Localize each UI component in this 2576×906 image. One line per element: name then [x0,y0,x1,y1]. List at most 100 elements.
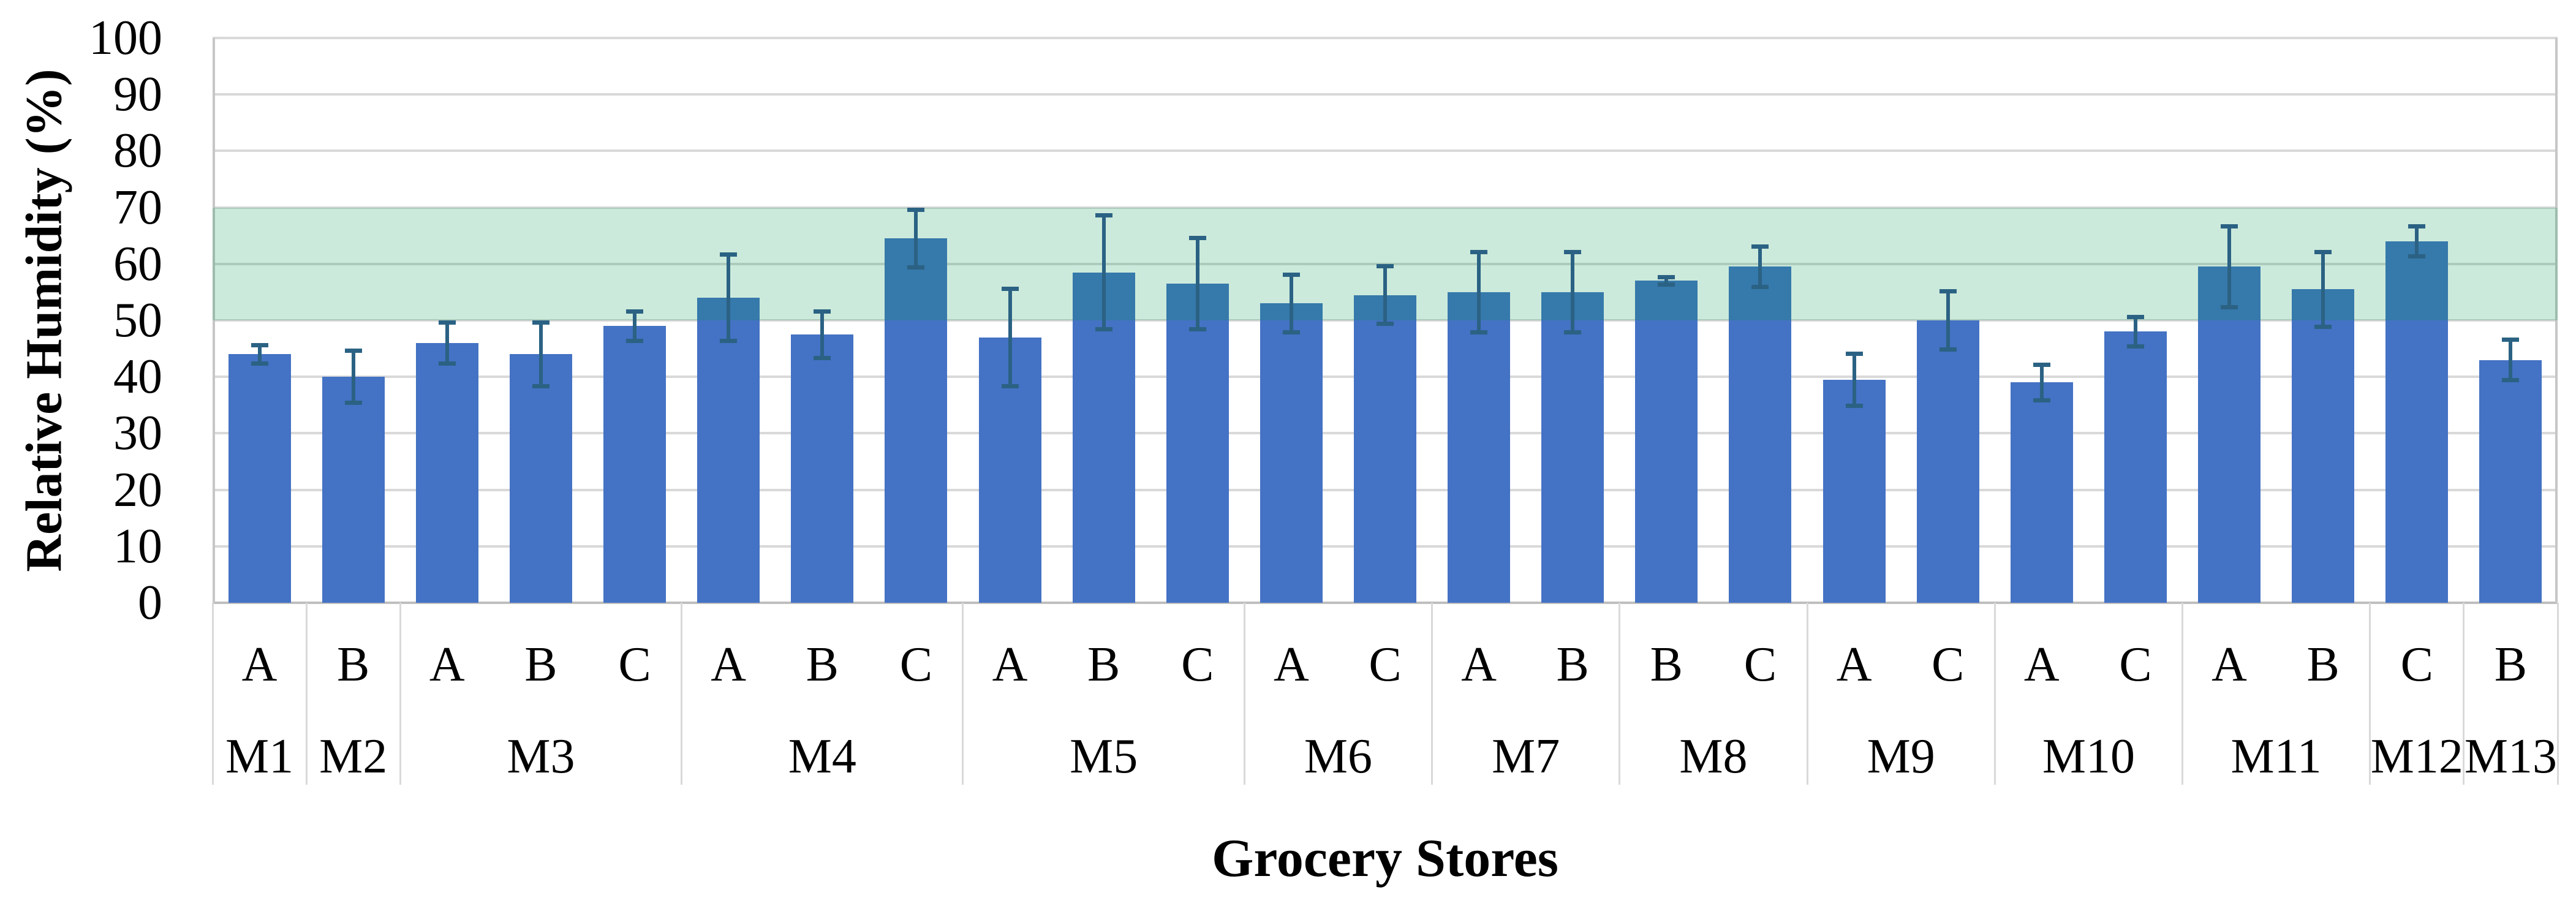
group-divider-4 [962,603,964,785]
error-bar-line [1195,235,1199,332]
error-bar-line [2227,224,2232,309]
y-tick-label-40: 40 [113,350,162,404]
bar-M4-B [791,334,854,603]
category-label-M7-B: B [1556,638,1589,692]
store-group-label-M13: M13 [2464,730,2557,783]
error-bar-bottom-cap [438,361,456,366]
error-bar-top-cap [1751,244,1769,249]
group-divider-13 [2556,603,2559,785]
error-bar-line [2509,337,2513,383]
error-bar-line [633,309,637,343]
bar-M4-A [697,298,760,603]
error-bar-M7-B [1564,249,1582,335]
category-label-M5-A: A [992,638,1028,692]
error-bar-line [1289,272,1293,335]
category-label-M11-A: A [2212,638,2247,692]
error-bar-M1-A [251,342,268,366]
store-group-label-M8: M8 [1679,730,1748,783]
category-label-M7-A: A [1461,638,1497,692]
error-bar-bottom-cap [2502,378,2520,383]
error-bar-M10-C [2126,314,2144,349]
category-label-M3-C: C [618,638,651,692]
plot-right-border [2555,38,2558,603]
error-bar-M11-B [2314,249,2332,329]
error-bar-top-cap [2502,337,2520,342]
y-tick-label-10: 10 [113,519,162,573]
group-divider-7 [1618,603,1621,785]
bar-M11-A [2198,266,2261,603]
error-bar-line [1383,263,1387,327]
error-bar-M4-C [907,207,925,270]
plot-area [213,37,2558,604]
error-bar-bottom-cap [1845,403,1863,408]
error-bar-bottom-cap [1470,330,1488,335]
error-bar-top-cap [1845,351,1863,356]
error-bar-top-cap [344,349,362,353]
y-tick-label-60: 60 [113,236,162,291]
error-bar-M4-A [720,252,738,343]
error-bar-M11-A [2221,224,2238,309]
error-bar-line [1477,249,1481,335]
group-divider-3 [681,603,683,785]
error-bar-line [2133,314,2137,349]
error-bar-bottom-cap [2408,254,2426,259]
category-label-M5-C: C [1181,638,1214,692]
error-bar-M6-A [1282,272,1300,335]
group-divider-12 [2463,603,2465,785]
bar-M9-C [1916,320,1979,603]
error-bar-line [2321,249,2325,329]
category-label-M4-B: B [806,638,839,692]
category-label-M10-C: C [2119,638,2152,692]
error-bar-bottom-cap [1564,330,1582,335]
error-bar-bottom-cap [2126,344,2144,349]
error-bar-top-cap [1939,289,1957,294]
group-divider-1 [305,603,308,785]
error-bar-top-cap [1377,263,1394,268]
error-bar-top-cap [907,207,925,212]
store-group-label-M7: M7 [1492,730,1560,783]
category-label-M9-C: C [1932,638,1965,692]
y-tick-label-90: 90 [113,67,162,122]
error-bar-top-cap [532,320,550,325]
group-divider-9 [1993,603,1996,785]
category-label-M12-C: C [2400,638,2433,692]
gridline-y-90 [213,93,2558,96]
error-bar-M3-C [626,309,644,343]
group-divider-2 [399,603,401,785]
y-tick-label-80: 80 [113,124,162,178]
bar-M1-A [228,354,291,603]
bar-M7-B [1541,292,1604,603]
bar-M8-B [1635,281,1698,603]
error-bar-line [538,320,543,388]
store-group-label-M4: M4 [788,730,856,783]
category-label-M2-B: B [336,638,370,692]
group-divider-6 [1431,603,1433,785]
y-tick-label-0: 0 [138,576,162,630]
gridline-y-70 [213,206,2558,209]
category-label-M8-B: B [1650,638,1683,692]
bar-M12-C [2385,241,2449,603]
error-bar-M9-A [1845,351,1863,408]
category-label-M11-B: B [2306,638,2340,692]
error-bar-line [257,342,262,366]
error-bar-top-cap [1188,235,1206,240]
error-bar-bottom-cap [2033,398,2050,402]
store-group-label-M2: M2 [319,730,388,783]
error-bar-M8-C [1751,244,1769,290]
error-bar-bottom-cap [2221,304,2238,309]
error-bar-bottom-cap [2314,324,2332,329]
error-bar-M8-B [1658,275,1675,287]
error-bar-line [914,207,918,270]
error-bar-top-cap [251,342,268,347]
error-bar-M5-B [1095,213,1112,332]
bar-M7-A [1448,292,1511,603]
error-bar-top-cap [1282,272,1300,277]
error-bar-bottom-cap [1188,327,1206,332]
bar-M9-A [1822,379,1886,603]
error-bar-bottom-cap [1001,383,1019,388]
category-label-M9-A: A [1836,638,1872,692]
store-group-label-M12: M12 [2370,730,2463,783]
error-bar-M9-C [1939,289,1957,352]
bar-M5-C [1166,284,1229,603]
gridline-y-100 [213,37,2558,39]
